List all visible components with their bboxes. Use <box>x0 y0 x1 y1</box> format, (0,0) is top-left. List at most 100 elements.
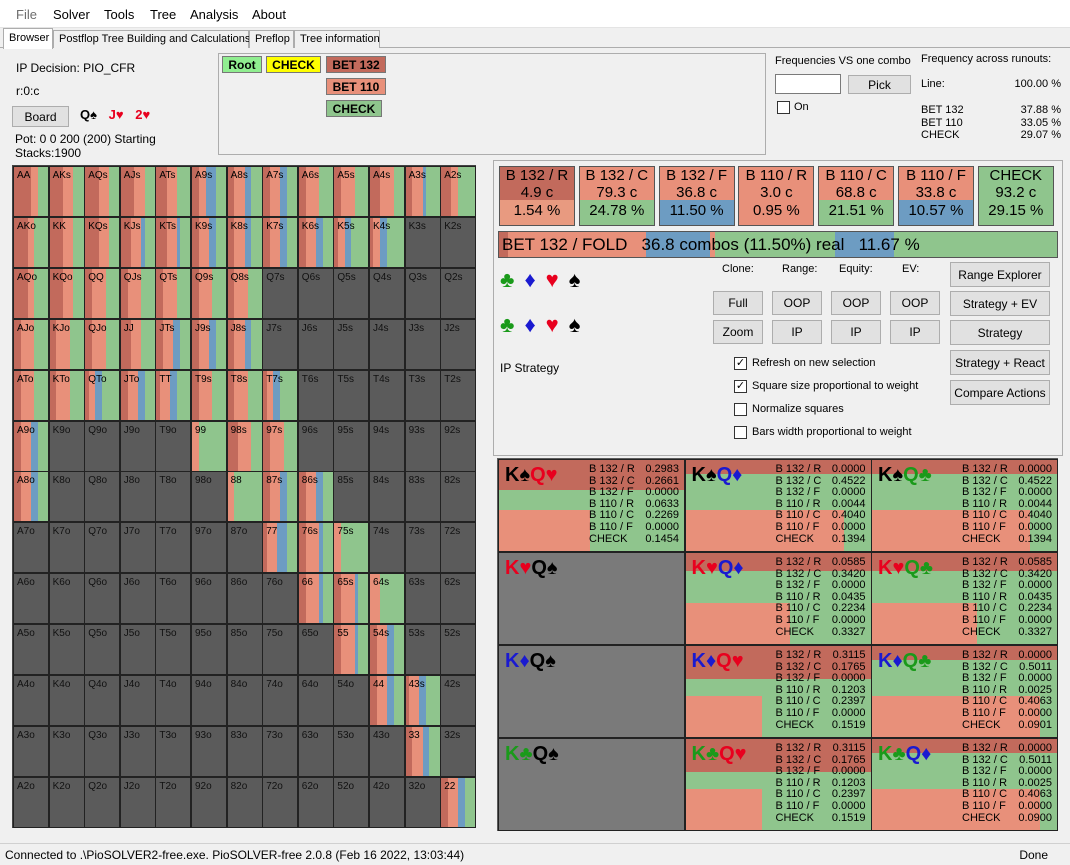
hand-cell[interactable]: 95s <box>333 420 370 472</box>
spade-icon[interactable]: ♠ <box>568 312 591 337</box>
zoom-button[interactable]: Zoom <box>713 320 763 344</box>
tab-tree-information[interactable]: Tree information <box>294 30 380 48</box>
hand-cell[interactable]: KJo <box>48 318 85 370</box>
combo-cell[interactable]: K♠Q♥ B 132 / R 0.2983 B 132 / C 0.2661 B 132 … <box>498 459 685 552</box>
strategy-ev-button[interactable]: Strategy + EV <box>950 291 1050 316</box>
hand-cell[interactable]: 92o <box>191 776 227 828</box>
hand-cell[interactable]: 83s <box>404 471 441 523</box>
combo-cell[interactable]: K♥Q♠ <box>498 552 685 645</box>
menu-tools[interactable]: Tools <box>104 7 135 22</box>
hand-cell[interactable]: ATo <box>13 369 49 421</box>
hand-cell[interactable]: T3s <box>404 369 441 421</box>
hand-cell[interactable]: J8s <box>226 318 263 370</box>
hand-cell[interactable]: 52s <box>440 624 477 676</box>
hand-cell[interactable]: K4o <box>48 675 85 726</box>
strategy-react-button[interactable]: Strategy + React <box>950 350 1050 375</box>
tab-preflop[interactable]: Preflop <box>249 30 294 48</box>
hand-cell[interactable]: A9o <box>13 420 49 472</box>
hand-cell[interactable]: 52o <box>333 776 370 828</box>
hand-cell[interactable]: J7s <box>262 318 299 370</box>
hand-cell[interactable]: T4s <box>369 369 405 421</box>
hand-cell[interactable]: J9o <box>119 420 156 472</box>
hand-cell[interactable]: 98s <box>226 420 263 472</box>
hand-cell[interactable]: QQ <box>84 267 121 319</box>
hand-cell[interactable]: 74o <box>262 675 299 726</box>
hand-cell[interactable]: 65o <box>297 624 334 676</box>
ev-oop-button[interactable]: OOP <box>890 291 940 315</box>
hand-cell[interactable]: Q2o <box>84 776 121 828</box>
hand-cell[interactable]: A8o <box>13 471 49 523</box>
hand-cell[interactable]: 94o <box>191 675 227 726</box>
hand-cell[interactable]: J5s <box>333 318 370 370</box>
tree-node-root[interactable]: Root <box>222 56 262 73</box>
heart-icon[interactable]: ♥ <box>545 312 569 337</box>
strategy-box[interactable]: B 132 / C 79.3 c 24.78 % <box>578 166 655 226</box>
hand-cell[interactable]: Q8s <box>226 267 263 319</box>
menu-solver[interactable]: Solver <box>53 7 90 22</box>
hand-cell[interactable]: K5o <box>48 624 85 676</box>
hand-cell[interactable]: QTo <box>84 369 121 421</box>
hand-cell[interactable]: J2o <box>119 776 156 828</box>
hand-cell[interactable]: AKs <box>48 166 85 217</box>
hand-cell[interactable]: 53o <box>333 725 370 777</box>
hand-cell[interactable]: Q9s <box>191 267 227 319</box>
tree-node-bet110[interactable]: BET 110 <box>326 78 386 95</box>
club-icon[interactable]: ♣ <box>500 267 525 292</box>
hand-cell[interactable]: A5o <box>13 624 49 676</box>
on-checkbox[interactable] <box>777 101 790 114</box>
hand-cell[interactable]: AQs <box>84 166 121 217</box>
hand-cell[interactable]: 65s <box>333 573 370 625</box>
hand-cell[interactable]: 43o <box>369 725 405 777</box>
hand-cell[interactable]: 83o <box>226 725 263 777</box>
tree-node-check[interactable]: CHECK <box>266 56 321 73</box>
heart-icon[interactable]: ♥ <box>545 267 569 292</box>
hand-cell[interactable]: T5o <box>155 624 192 676</box>
club-icon[interactable]: ♣ <box>500 312 525 337</box>
hand-cell[interactable]: 76s <box>297 522 334 574</box>
hand-cell[interactable]: J3o <box>119 725 156 777</box>
hand-cell[interactable]: K8s <box>226 216 263 268</box>
hand-cell[interactable]: K9o <box>48 420 85 472</box>
tab-postflop-tree[interactable]: Postflop Tree Building and Calculations <box>53 30 250 48</box>
diamond-icon[interactable]: ♦ <box>524 312 546 337</box>
hand-cell[interactable]: 86s <box>297 471 334 523</box>
hand-cell[interactable]: K3o <box>48 725 85 777</box>
hand-cell[interactable]: 32o <box>404 776 441 828</box>
hand-cell[interactable]: KQs <box>84 216 121 268</box>
hand-cell[interactable]: T2s <box>440 369 477 421</box>
hand-cell[interactable]: A5s <box>333 166 370 217</box>
hand-cell[interactable]: K9s <box>191 216 227 268</box>
hand-cell[interactable]: ATs <box>155 166 192 217</box>
hand-cell[interactable]: Q9o <box>84 420 121 472</box>
hand-cell[interactable]: 74s <box>369 522 405 574</box>
hand-cell[interactable]: 94s <box>369 420 405 472</box>
hand-cell[interactable]: Q2s <box>440 267 477 319</box>
combo-cell[interactable]: K♠Q♦ B 132 / R 0.0000 B 132 / C 0.4522 B 132 … <box>684 459 872 552</box>
hand-cell[interactable]: 72o <box>262 776 299 828</box>
hand-cell[interactable]: 84s <box>369 471 405 523</box>
hand-cell[interactable]: KQo <box>48 267 85 319</box>
hand-cell[interactable]: Q4o <box>84 675 121 726</box>
range-explorer-button[interactable]: Range Explorer <box>950 262 1050 287</box>
strategy-box[interactable]: B 110 / R 3.0 c 0.95 % <box>738 166 815 226</box>
option-checkbox[interactable] <box>734 403 747 416</box>
hand-cell[interactable]: A7s <box>262 166 299 217</box>
hand-cell[interactable]: Q5s <box>333 267 370 319</box>
hand-cell[interactable]: QJs <box>119 267 156 319</box>
hand-cell[interactable]: T9s <box>191 369 227 421</box>
hand-cell[interactable]: Q7o <box>84 522 121 574</box>
hand-cell[interactable]: 72s <box>440 522 477 574</box>
full-button[interactable]: Full <box>713 291 763 315</box>
combo-input[interactable] <box>775 74 841 94</box>
hand-cell[interactable]: A3s <box>404 166 441 217</box>
hand-cell[interactable]: K8o <box>48 471 85 523</box>
hand-cell[interactable]: J4s <box>369 318 405 370</box>
combo-cell[interactable]: K♣Q♠ <box>498 738 685 831</box>
hand-cell[interactable]: 42o <box>369 776 405 828</box>
hand-cell[interactable]: JTo <box>119 369 156 421</box>
hand-cell[interactable]: JTs <box>155 318 192 370</box>
hand-cell[interactable]: 76o <box>262 573 299 625</box>
hand-cell[interactable]: Q8o <box>84 471 121 523</box>
hand-cell[interactable]: J6o <box>119 573 156 625</box>
tab-browser[interactable]: Browser <box>3 28 53 49</box>
